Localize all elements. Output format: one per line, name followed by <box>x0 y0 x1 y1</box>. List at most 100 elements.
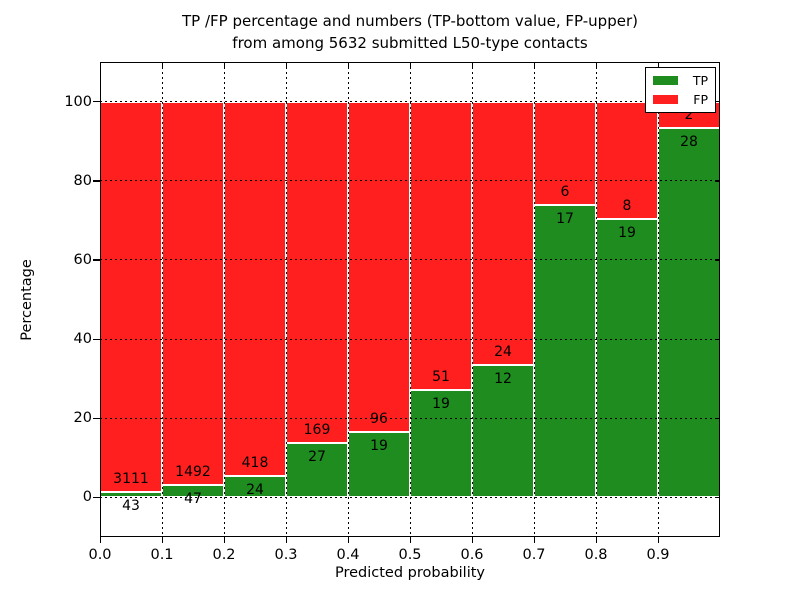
gridline-vertical <box>471 62 473 537</box>
bars-layer <box>100 62 720 537</box>
bar-segment-fp <box>286 101 348 443</box>
x-tick-top <box>285 62 287 67</box>
value-labels-layer: 3111 43 1492 47 418 24 169 27 96 19 51 19 24 12 6 17 8 19… <box>100 62 720 537</box>
fp-count-label: 169 <box>303 421 331 438</box>
y-tick <box>93 180 100 182</box>
gridline-vertical <box>161 62 163 537</box>
x-tick <box>409 537 411 543</box>
y-tick <box>93 496 100 499</box>
x-tick-label: 0.1 <box>150 547 174 563</box>
fp-count-label: 8 <box>622 197 632 214</box>
tp-count-label: 27 <box>308 448 326 465</box>
x-tick <box>285 537 287 543</box>
x-tick-label: 0.7 <box>522 547 546 563</box>
legend: TP FP <box>645 67 716 113</box>
gridline-horizontal <box>100 259 720 261</box>
gridline-vertical <box>223 62 225 537</box>
legend-entry-fp: FP <box>653 91 708 107</box>
x-tick-top <box>657 62 659 67</box>
gridline-vertical <box>657 62 659 537</box>
x-tick-label: 0.9 <box>646 547 670 563</box>
y-tick-label: 60 <box>73 251 92 268</box>
bar-segment-tp <box>286 442 348 498</box>
fp-count-label: 96 <box>370 411 388 428</box>
x-tick <box>533 537 535 543</box>
x-axis-label: Predicted probability <box>334 565 486 581</box>
y-tick <box>93 259 100 261</box>
bar-segment-fp <box>410 101 472 390</box>
gridline-horizontal <box>100 417 720 419</box>
x-tick-label: 0.8 <box>584 547 608 563</box>
gridline-horizontal <box>100 338 720 340</box>
bar-segment-fp <box>348 101 410 432</box>
y-tick-label: 0 <box>82 489 92 506</box>
x-tick <box>347 537 349 543</box>
fp-count-label: 6 <box>560 183 570 200</box>
bar-segment-fp <box>224 101 286 476</box>
bar-segment-fp <box>162 101 224 486</box>
x-tick-top <box>99 62 101 67</box>
chart-title-line2: from among 5632 submitted L50-type conta… <box>232 34 588 52</box>
tp-count-label: 19 <box>618 224 636 241</box>
y-tick-right <box>715 101 720 103</box>
y-tick-right <box>715 496 720 499</box>
x-tick-top <box>471 62 473 67</box>
chart-title-line1: TP /FP percentage and numbers (TP-bottom… <box>182 12 638 30</box>
tp-count-label: 24 <box>246 481 264 498</box>
x-tick <box>99 537 101 543</box>
bar-segment-fp <box>596 101 658 219</box>
y-tick <box>93 101 100 103</box>
fp-count-label: 2 <box>684 106 694 123</box>
fp-count-label: 3111 <box>113 471 149 488</box>
gridline-horizontal <box>100 101 720 103</box>
bar-segment-tp <box>658 127 720 498</box>
gridline-vertical <box>285 62 287 537</box>
chart-title: TP /FP percentage and numbers (TP-bottom… <box>100 10 720 54</box>
inner-ticks-layer <box>99 62 720 537</box>
fp-count-label: 418 <box>241 454 269 471</box>
y-tick-label: 40 <box>73 331 92 348</box>
x-tick-top <box>223 62 225 67</box>
gridline-vertical <box>595 62 597 537</box>
y-tick-right <box>715 180 720 182</box>
gridline-vertical <box>409 62 411 537</box>
x-tick-top <box>595 62 597 67</box>
x-tick-top <box>409 62 411 67</box>
bar-segment-tp <box>472 365 534 498</box>
y-tick-right <box>715 338 720 340</box>
bar-segment-fp <box>534 101 596 205</box>
bar-segment-tp <box>348 432 410 498</box>
x-tick-label: 0.3 <box>274 547 298 563</box>
legend-entry-label: FP <box>693 91 708 107</box>
y-tick-right <box>715 417 720 420</box>
plot-area: 3111 43 1492 47 418 24 169 27 96 19 51 19 24 12 6 17 8 19… <box>99 62 720 537</box>
gridline-vertical <box>347 62 349 537</box>
tp-count-label: 28 <box>680 133 698 150</box>
tp-count-label: 19 <box>370 438 388 455</box>
x-tick <box>595 537 597 543</box>
y-tick <box>93 417 100 420</box>
x-tick-top <box>533 62 535 67</box>
fp-count-label: 24 <box>494 344 512 361</box>
x-tick <box>471 537 473 543</box>
x-tick-label: 0.5 <box>398 547 422 563</box>
gridline-horizontal <box>100 496 720 498</box>
y-tick-right <box>715 259 720 261</box>
legend-entry-tp: TP <box>653 72 708 88</box>
y-tick <box>93 338 100 340</box>
y-tick-label: 80 <box>73 172 92 189</box>
tp-count-label: 43 <box>122 498 140 515</box>
legend-entry-label: TP <box>692 72 708 88</box>
x-tick-top <box>161 62 163 67</box>
x-tick-label: 0.0 <box>88 547 112 563</box>
y-tick-label: 100 <box>64 93 92 110</box>
fp-count-label: 51 <box>432 368 450 385</box>
fp-color-swatch <box>653 95 678 104</box>
x-tick-top <box>347 62 349 67</box>
tp-count-label: 17 <box>556 210 574 227</box>
bar-segment-tp <box>596 218 658 498</box>
fp-count-label: 1492 <box>175 464 211 481</box>
tp-count-label: 12 <box>494 371 512 388</box>
x-tick-label: 0.6 <box>460 547 484 563</box>
tp-count-label: 19 <box>432 395 450 412</box>
